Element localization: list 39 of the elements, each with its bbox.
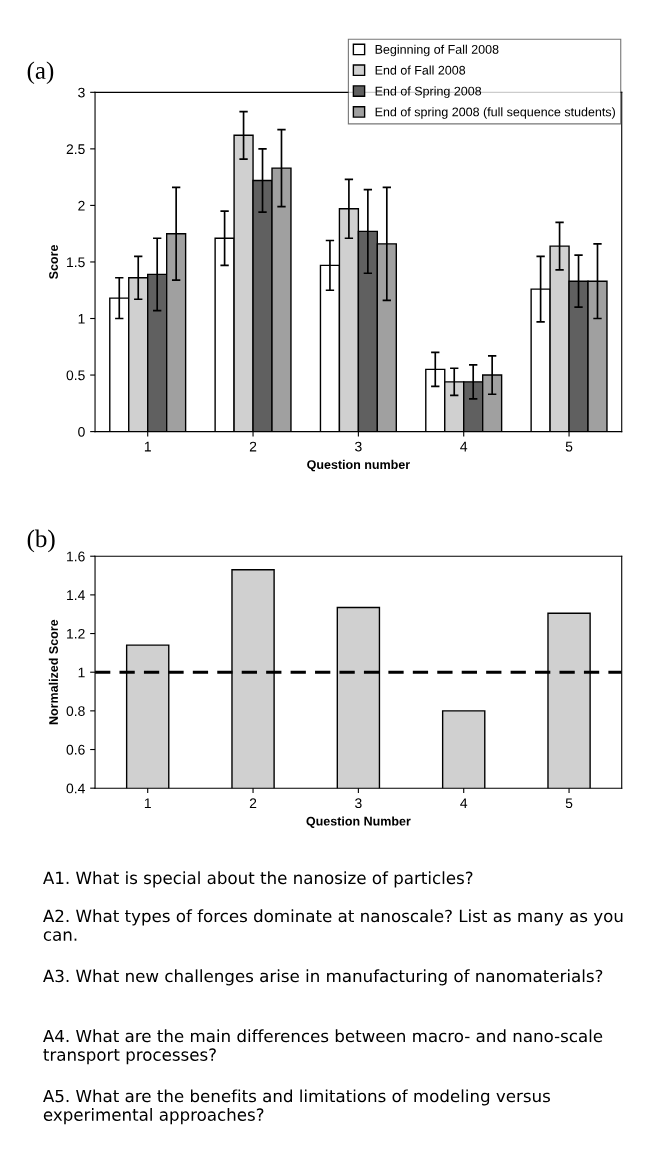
- y-tick-label: 1.2: [67, 628, 85, 639]
- legend-label: End of Fall 2008: [375, 65, 466, 75]
- y-tick-label: 0.6: [66, 744, 85, 755]
- text: A3. What new challenges arise in manufacturing of nanomaterials?: [43, 969, 603, 986]
- y-tick-label: 2.5: [66, 144, 85, 155]
- legend-label: End of spring 2008 (full sequence students): [375, 107, 615, 119]
- y-axis-title: Normalized Score: [48, 619, 58, 725]
- x-tick-label: 3: [355, 798, 362, 809]
- y-tick-label: 0.5: [66, 370, 85, 381]
- y-tick-label: 0.4: [66, 783, 85, 794]
- text: A5. What are the benefits and limitations of modeling versus experimental approaches?: [43, 1089, 550, 1125]
- text: A4. What are the main differences between macro- and nano-scale transport processes?: [43, 1029, 603, 1065]
- text: A1. What is special about the nanosize of particles?: [43, 871, 473, 888]
- y-axis-title: Score: [49, 245, 58, 279]
- x-tick-label: 3: [355, 441, 362, 452]
- text: A2. What types of forces dominate at nanoscale? List as many as you can.: [43, 909, 623, 941]
- y-tick-label: 1: [78, 667, 85, 678]
- x-tick-label: 2: [249, 798, 257, 808]
- y-tick-label: 0: [78, 426, 85, 437]
- x-tick-label: 1: [144, 441, 151, 452]
- y-tick-label: 1.6: [67, 551, 85, 562]
- y-tick-label: 3: [78, 87, 85, 98]
- x-tick-label: 2: [249, 441, 257, 452]
- y-tick-label: 1.5: [67, 257, 85, 268]
- y-tick-label: 1: [78, 313, 85, 324]
- chart-title: (b): [27, 529, 55, 553]
- x-axis-title: Question Number: [306, 816, 411, 828]
- legend-label: Beginning of Fall 2008: [375, 44, 499, 57]
- x-tick-label: 4: [460, 798, 468, 808]
- x-tick-label: 1: [144, 798, 151, 808]
- legend-label: End of Spring 2008: [375, 86, 482, 98]
- x-axis-title: Question number: [307, 459, 410, 472]
- y-tick-label: 2: [78, 200, 85, 211]
- y-tick-label: 0.8: [66, 706, 85, 717]
- y-tick-label: 1.4: [67, 590, 85, 600]
- x-tick-label: 5: [565, 798, 573, 809]
- x-tick-label: 5: [565, 441, 573, 452]
- chart-title: (a): [27, 61, 54, 85]
- x-tick-label: 4: [460, 441, 468, 452]
